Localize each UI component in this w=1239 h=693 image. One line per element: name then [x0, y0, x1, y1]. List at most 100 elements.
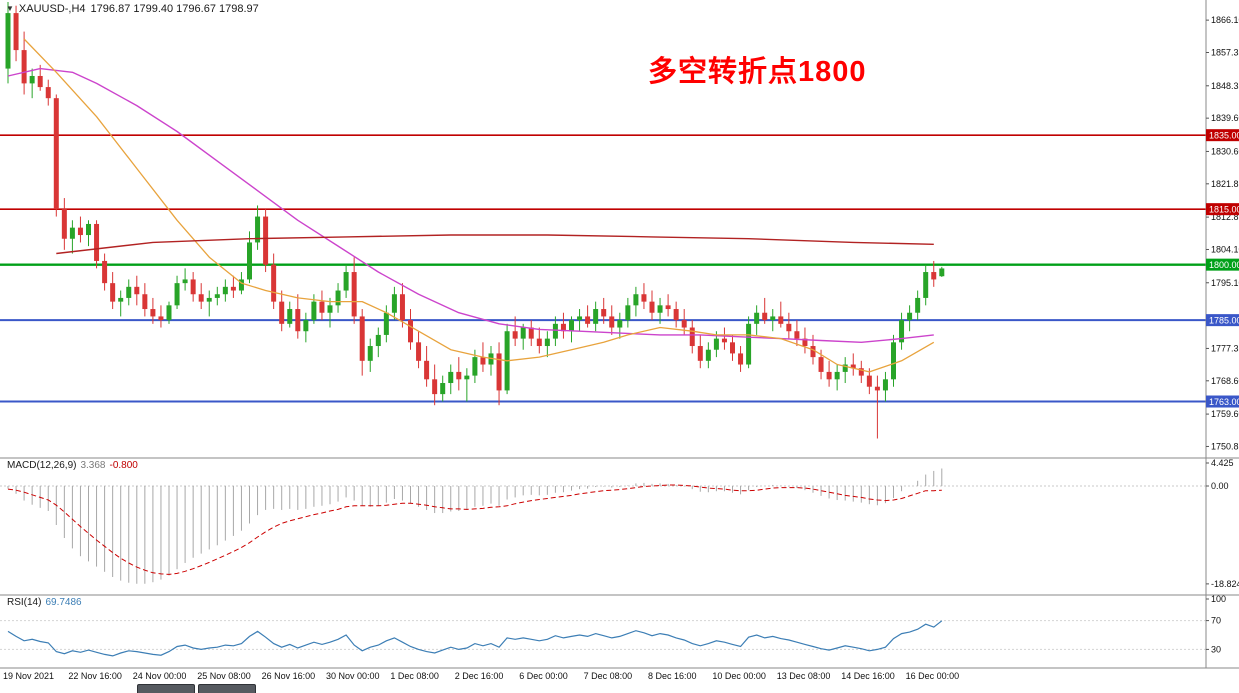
bottom-tab-bar [0, 684, 1239, 693]
price-badge-label: 1815.00 [1209, 205, 1239, 215]
candle-body [5, 13, 11, 69]
candle-body [786, 323, 792, 332]
candle-body [560, 323, 566, 332]
candle-body [754, 312, 760, 324]
candle-body [730, 342, 735, 354]
chart-tab-1[interactable] [137, 684, 195, 693]
candle-body [681, 320, 687, 328]
time-tick-label: 26 Nov 16:00 [262, 671, 316, 681]
time-tick-label: 14 Dec 16:00 [841, 671, 895, 681]
candle-body [166, 305, 172, 321]
candle-body [552, 323, 558, 339]
time-axis: 19 Nov 2021 22 Nov 16:00 24 Nov 00:00 25 No… [3, 671, 959, 681]
candle-body [778, 316, 784, 324]
price-tick-label: 1795.10 [1211, 278, 1239, 288]
price-axis: 1866.10 1857.35 1848.35 1839.60 1830.60 1821.… [1206, 15, 1239, 654]
time-tick-label: 13 Dec 08:00 [777, 671, 831, 681]
time-tick-label: 25 Nov 08:00 [197, 671, 251, 681]
candle-body [110, 283, 116, 302]
candle-body [850, 364, 856, 369]
rsi-panel [0, 620, 1206, 657]
candle-body [866, 375, 872, 387]
candle-body [295, 309, 301, 332]
candle-body [633, 294, 639, 306]
chart-title-bar: ▼ XAUUSD-,H4 1796.87 1799.40 1796.67 179… [6, 3, 259, 15]
macd-tick-label: 4.425 [1211, 458, 1234, 468]
candle-body [480, 357, 486, 365]
time-tick-label: 30 Nov 00:00 [326, 671, 380, 681]
macd-signal-value: -0.800 [109, 460, 138, 471]
symbol-dropdown-icon[interactable]: ▼ [6, 4, 14, 13]
macd-tick-label: 0.00 [1211, 481, 1229, 491]
rsi-value: 69.7486 [45, 597, 82, 608]
candle-body [399, 294, 405, 321]
candle-body [810, 346, 816, 358]
candle-body [174, 283, 180, 306]
candle-body [247, 242, 252, 280]
candle-body [802, 338, 808, 347]
candle-body [271, 264, 277, 302]
candle-body [456, 371, 462, 380]
candle-body [609, 316, 615, 328]
chart-annotation-text: 多空转折点1800 [648, 56, 867, 88]
chart-tab-2[interactable] [198, 684, 256, 693]
candle-body [939, 268, 945, 277]
candle-body [13, 13, 19, 51]
candle-body [713, 338, 719, 350]
candle-body [520, 327, 526, 339]
time-tick-label: 6 Dec 00:00 [519, 671, 568, 681]
candle-body [770, 316, 776, 321]
candle-body [102, 260, 108, 284]
price-badge-label: 1785.00 [1209, 316, 1239, 326]
candle-body [94, 223, 100, 261]
candle-body [416, 342, 422, 361]
candle-body [858, 368, 864, 376]
candle-body [665, 305, 671, 310]
candle-body [408, 320, 413, 343]
candle-body [496, 353, 502, 391]
price-tick-label: 1759.60 [1211, 409, 1239, 419]
candle-body [214, 294, 220, 298]
price-tick-label: 1750.85 [1211, 441, 1239, 451]
price-badge [1206, 395, 1239, 408]
candle-body [118, 297, 124, 302]
candle-body [206, 297, 212, 302]
candle-body [432, 379, 438, 395]
price-badge-label: 1763.00 [1209, 397, 1239, 407]
candle-body [697, 346, 703, 361]
price-tick-label: 1777.35 [1211, 343, 1239, 353]
candle-body [569, 320, 574, 332]
ohlc-values: 1796.87 1799.40 1796.67 1798.97 [90, 3, 259, 15]
candle-body [882, 379, 888, 391]
price-badge [1206, 258, 1239, 271]
candle-body [255, 216, 261, 243]
candle-body [263, 216, 269, 265]
macd-indicator-label: MACD(12,26,9) 3.368 -0.800 [7, 460, 138, 471]
candle-body [375, 334, 381, 347]
candle-body [738, 353, 744, 365]
candle-body [53, 98, 59, 210]
time-tick-label: 8 Dec 16:00 [648, 671, 697, 681]
candle-body [472, 357, 478, 376]
candle-body [544, 338, 550, 347]
candle-body [601, 309, 607, 317]
price-tick-label: 1821.85 [1211, 179, 1239, 189]
candle-body [721, 338, 727, 343]
candle-body [222, 286, 228, 295]
candle-body [705, 349, 711, 361]
candle-body [367, 346, 373, 361]
candle-body [182, 279, 188, 284]
candle-body [343, 272, 349, 291]
candle-body [319, 301, 325, 313]
candle-body [528, 327, 534, 339]
candle-body [150, 309, 156, 317]
price-tick-label: 1857.35 [1211, 47, 1239, 57]
candle-body [593, 309, 599, 324]
candle-body [69, 227, 75, 239]
candle-body [689, 327, 695, 347]
price-tick-label: 1866.10 [1211, 15, 1239, 25]
candle-body [77, 227, 83, 236]
rsi-line [7, 620, 943, 657]
